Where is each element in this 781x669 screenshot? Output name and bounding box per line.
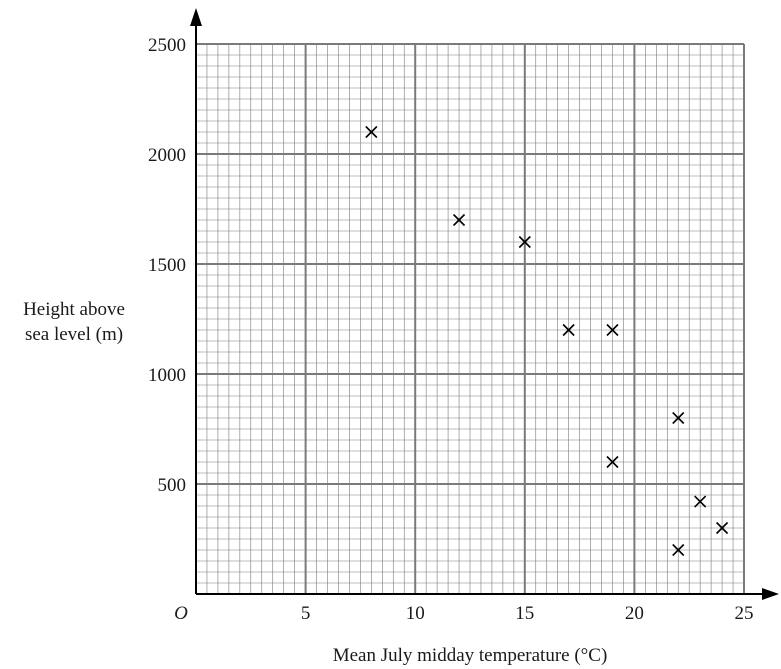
y-axis-title-line-1: Height above bbox=[23, 299, 125, 320]
x-tick-label: 20 bbox=[625, 603, 644, 624]
data-point-stroke bbox=[452, 213, 466, 227]
x-axis-title: Mean July midday temperature (°C) bbox=[333, 645, 608, 666]
x-tick-label: 10 bbox=[406, 603, 425, 624]
data-point-stroke bbox=[365, 125, 378, 139]
data-point bbox=[606, 323, 619, 337]
x-axis-arrow bbox=[762, 588, 779, 600]
data-point bbox=[452, 213, 466, 227]
data-point bbox=[672, 543, 685, 557]
x-tick-label: 15 bbox=[515, 603, 534, 624]
origin-label: O bbox=[174, 603, 188, 624]
x-tick-label: 25 bbox=[735, 603, 754, 624]
data-point-stroke bbox=[606, 455, 619, 469]
data-point-stroke bbox=[672, 411, 685, 425]
data-point bbox=[672, 411, 685, 425]
data-point bbox=[606, 455, 619, 469]
tick-labels: 5 10 15 20 25 500 1000 1500 2000 2500 bbox=[148, 35, 754, 624]
y-tick-label: 2500 bbox=[148, 35, 186, 56]
y-axis-title-line-2: sea level (m) bbox=[25, 324, 123, 345]
y-tick-label: 2000 bbox=[148, 145, 186, 166]
data-point bbox=[518, 235, 531, 249]
data-point bbox=[562, 323, 575, 337]
data-point bbox=[694, 495, 707, 508]
grid bbox=[195, 43, 745, 595]
x-tick-label: 5 bbox=[301, 603, 311, 624]
data-point-stroke bbox=[562, 323, 575, 337]
data-point bbox=[365, 125, 378, 139]
data-point bbox=[716, 521, 729, 535]
y-tick-label: 1000 bbox=[148, 365, 186, 386]
y-axis-arrow bbox=[190, 8, 202, 26]
axes bbox=[190, 8, 779, 600]
data-point-stroke bbox=[606, 323, 619, 337]
data-point-stroke bbox=[672, 543, 685, 557]
data-points bbox=[365, 125, 729, 557]
data-point-stroke bbox=[518, 235, 531, 249]
y-tick-label: 500 bbox=[158, 475, 187, 496]
y-tick-label: 1500 bbox=[148, 255, 186, 276]
data-point-stroke bbox=[716, 521, 729, 535]
data-point-stroke bbox=[694, 495, 707, 508]
